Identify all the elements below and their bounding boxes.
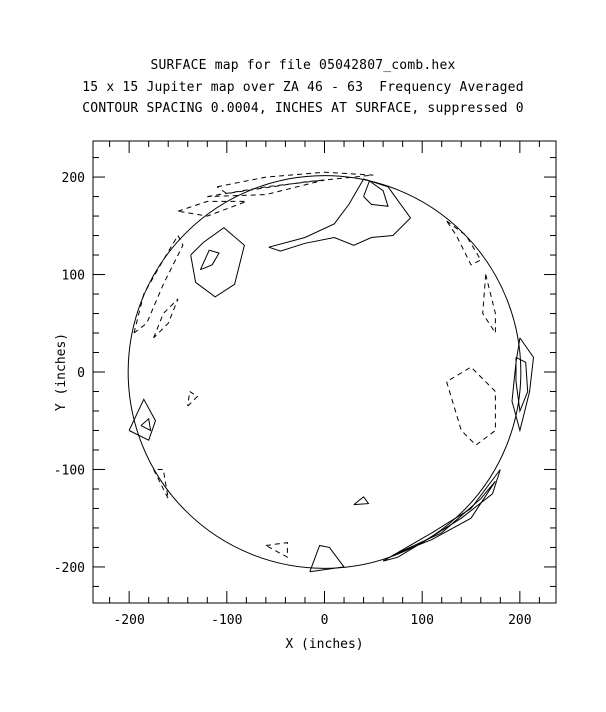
x-axis-label: X (inches) [285, 637, 363, 652]
y-axis-label: Y (inches) [54, 333, 69, 411]
negative-contour [153, 298, 179, 339]
negative-contour [216, 171, 374, 195]
positive-contour [363, 180, 389, 207]
positive-contour [140, 417, 152, 432]
x-tick-label: 200 [508, 613, 531, 628]
chart-subtitle-2: CONTOUR SPACING 0.0004, INCHES AT SURFAC… [82, 101, 524, 116]
positive-contour [392, 480, 496, 556]
x-tick-label: -200 [113, 613, 144, 628]
negative-contour [482, 274, 496, 335]
plot-frame [92, 140, 557, 604]
positive-contour [268, 178, 412, 252]
contour-lines [128, 171, 535, 573]
x-tick-label: 0 [321, 613, 329, 628]
positive-contour [199, 249, 220, 271]
positive-contour [382, 469, 501, 562]
y-tick-label: 200 [62, 171, 85, 186]
negative-contour [446, 366, 496, 446]
negative-contour [153, 469, 169, 499]
negative-contour [133, 234, 184, 334]
positive-contour [515, 356, 529, 413]
negative-contour [265, 542, 288, 559]
positive-contour [190, 227, 245, 298]
y-tick-label: -100 [54, 463, 85, 478]
y-tick-label: 100 [62, 269, 85, 284]
surface-outline [127, 175, 522, 569]
negative-contour [207, 179, 325, 198]
x-tick-label: -100 [211, 613, 242, 628]
chart-title: SURFACE map for file 05042807_comb.hex [150, 58, 456, 73]
positive-contour [128, 398, 157, 441]
negative-contour [177, 200, 247, 217]
axis-ticks [93, 141, 556, 603]
positive-contour [353, 496, 370, 506]
chart-subtitle: 15 x 15 Jupiter map over ZA 46 - 63 Freq… [82, 80, 524, 95]
x-tick-label: 100 [410, 613, 433, 628]
negative-contour [446, 220, 482, 266]
negative-contour [187, 390, 199, 407]
y-tick-label: -200 [54, 561, 85, 576]
y-tick-label: 0 [77, 366, 85, 381]
axis-tick-labels: -200 -100 0 100 200 -200 -100 0 100 200 [54, 171, 532, 628]
